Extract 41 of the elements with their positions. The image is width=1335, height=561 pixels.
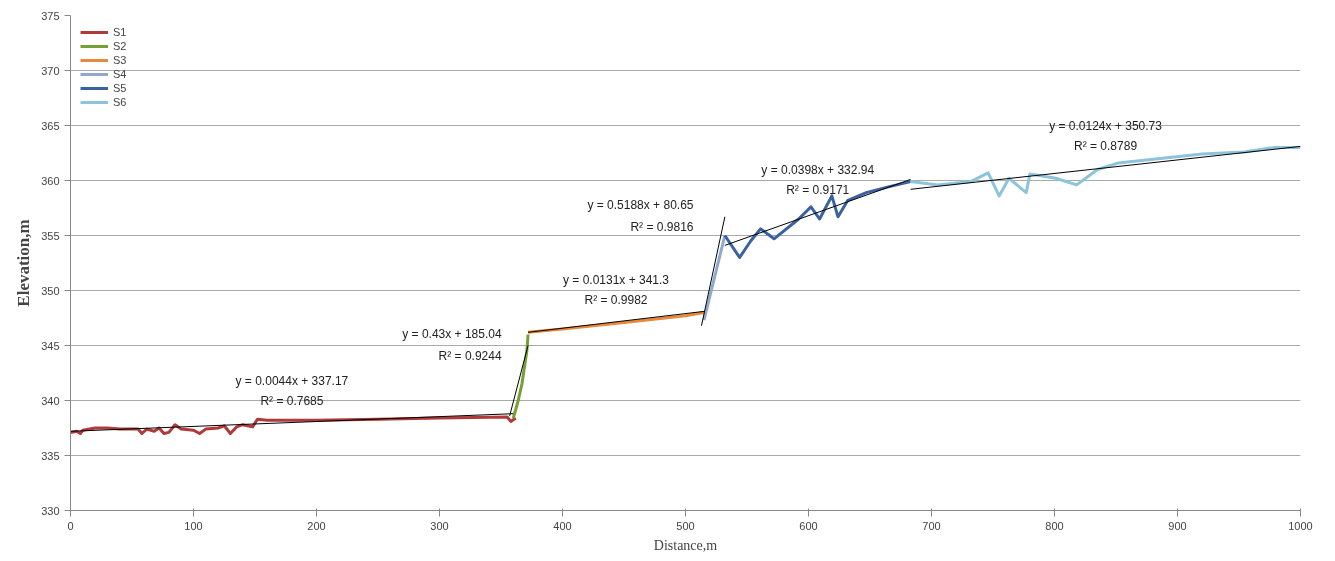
annotation: y = 0.5188x + 80.65 <box>587 197 694 212</box>
annotation: R² = 0.7685 <box>260 393 324 408</box>
x-tick-label: 300 <box>430 519 449 532</box>
x-tick-label: 400 <box>553 519 572 532</box>
annotation: y = 0.0398x + 332.94 <box>761 163 875 178</box>
y-tick-label: 375 <box>41 9 60 22</box>
annotation: R² = 0.9816 <box>630 219 694 234</box>
annotation: R² = 0.9244 <box>438 348 502 363</box>
legend-label: S2 <box>113 39 128 53</box>
x-tick-label: 200 <box>307 519 326 532</box>
x-tick-label: 600 <box>799 519 818 532</box>
x-tick-label: 500 <box>676 519 695 532</box>
x-tick-label: 0 <box>67 519 74 532</box>
legend-label: S5 <box>113 81 128 95</box>
y-tick-label: 355 <box>41 229 60 242</box>
legend-label: S1 <box>113 25 128 39</box>
x-tick-label: 900 <box>1168 519 1187 532</box>
x-tick-label: 1000 <box>1288 519 1313 532</box>
y-tick-label: 340 <box>41 394 60 407</box>
annotation: y = 0.0044x + 337.17 <box>235 373 349 388</box>
annotation: R² = 0.8789 <box>1074 138 1138 153</box>
legend-label: S6 <box>113 95 128 109</box>
legend-label: S3 <box>113 53 128 67</box>
annotation: y = 0.43x + 185.04 <box>402 326 502 341</box>
y-tick-label: 330 <box>41 504 60 517</box>
y-tick-label: 360 <box>41 174 60 187</box>
legend-label: S4 <box>113 67 128 81</box>
y-axis-title: Elevation,m <box>14 219 34 307</box>
y-tick-label: 365 <box>41 119 60 132</box>
y-tick-label: 350 <box>41 284 60 297</box>
y-tick-label: 345 <box>41 339 60 352</box>
x-tick-label: 800 <box>1045 519 1064 532</box>
annotation: R² = 0.9982 <box>584 292 648 307</box>
y-tick-label: 335 <box>41 449 60 462</box>
x-tick-label: 100 <box>184 519 203 532</box>
annotation: y = 0.0124x + 350.73 <box>1049 118 1163 133</box>
annotation: y = 0.0131x + 341.3 <box>562 272 670 287</box>
x-tick-label: 700 <box>922 519 941 532</box>
y-tick-label: 370 <box>41 64 60 77</box>
x-axis-title: Distance,m <box>653 537 718 553</box>
annotation: R² = 0.9171 <box>786 183 850 198</box>
